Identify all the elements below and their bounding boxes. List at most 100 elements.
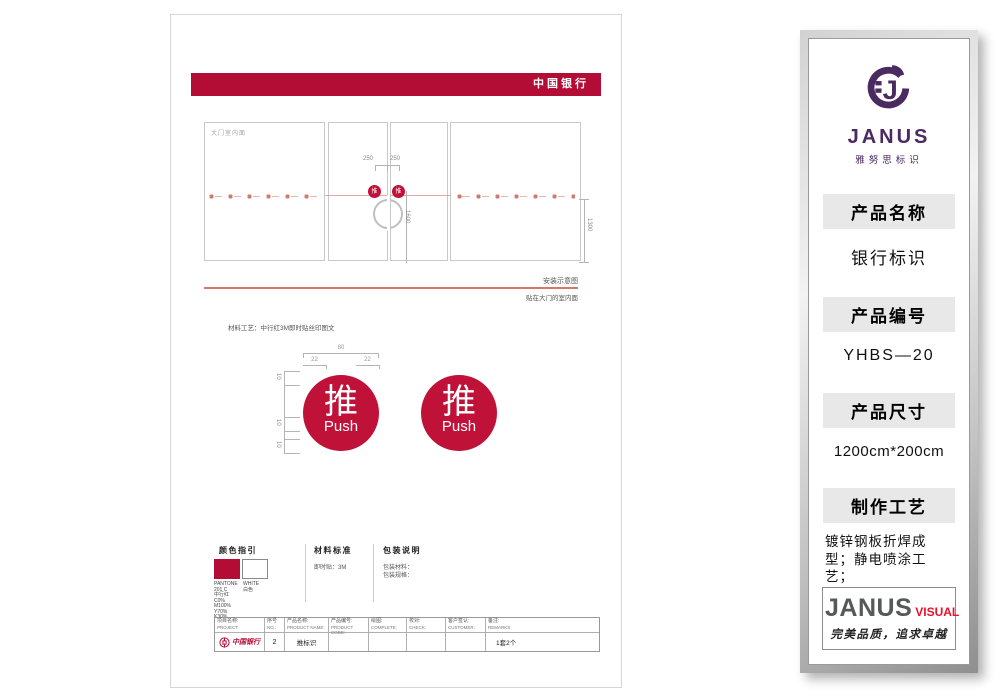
spec-divider <box>305 544 306 602</box>
dim-250-right: 250 <box>390 156 401 162</box>
dim-line <box>303 365 326 366</box>
dim-tick <box>284 453 300 454</box>
table-col-product-code: 产品编号: PRODUCT CODE: <box>329 618 369 651</box>
section-product-code: 产品编号 YHBS—20 <box>809 297 969 365</box>
table-col-remarks: 备注: REMARKS: 1套2个 <box>486 618 599 651</box>
boc-logo-icon <box>219 636 230 648</box>
table-col-check: 校对: CHECK: <box>407 618 446 651</box>
section-value: 1200cm*200cm <box>833 443 945 460</box>
dim-tick <box>579 262 589 263</box>
push-sign-marker-left: 推 <box>368 185 381 198</box>
table-col-no: 序号 NO.: 2 <box>265 618 285 651</box>
swatch-red-labels: PANTONE 201 C 中行红 C0% M100% Y70% K30% <box>214 581 238 620</box>
dim-tick <box>326 365 327 369</box>
dim-tick <box>284 431 300 432</box>
product-name-cell: 推标识 <box>296 640 317 647</box>
footer-brand: JANUS VISUAL <box>825 594 960 622</box>
push-sign-left: 推 Push <box>303 375 379 451</box>
table-col-project: 项目名称: PROJECT: 中国银行 <box>215 618 265 651</box>
section-value: 镀锌钢板折焊成型；静电喷涂工艺； <box>825 534 927 584</box>
dim-tick <box>284 439 300 440</box>
push-sign-marker-glyph: 推 <box>395 188 402 195</box>
dim-line <box>356 365 379 366</box>
bank-banner-title: 中国银行 <box>533 78 589 90</box>
svg-text:J: J <box>883 74 898 105</box>
frit-dot-line <box>457 194 575 199</box>
dim-tick <box>387 165 388 171</box>
material-process-note: 材料工艺：中行红3M即时贴丝印图文 <box>228 325 335 332</box>
dim-tick <box>284 371 300 372</box>
door-panel-left: 大门室内面 <box>204 122 325 261</box>
material-standard-title: 材料标准 <box>314 546 352 555</box>
push-glyph: 推 <box>324 382 358 422</box>
swatch-white <box>242 559 268 579</box>
diagram-caption-title: 安装示意图 <box>543 278 578 285</box>
title-block-table: 项目名称: PROJECT: 中国银行 序号 NO.: 2 <box>214 617 600 652</box>
customer-cell <box>446 633 485 651</box>
dim-tick <box>284 417 300 418</box>
dim-10: 10 <box>275 441 281 448</box>
push-sign-marker-right: 推 <box>392 185 405 198</box>
section-header: 产品编号 <box>823 297 955 332</box>
footer-slogan: 完美品质，追求卓越 <box>830 629 948 641</box>
dim-250-left: 250 <box>363 156 374 162</box>
door-gap <box>387 195 390 231</box>
push-sign-right: 推 Push <box>421 375 497 451</box>
dim-22-left: 22 <box>311 357 318 363</box>
section-value: YHBS—20 <box>843 347 935 364</box>
packing-title: 包装说明 <box>383 546 421 555</box>
section-product-name: 产品名称 银行标识 <box>809 194 969 269</box>
door-panel-right <box>450 122 581 261</box>
section-header: 产品尺寸 <box>823 393 955 428</box>
frit-dot-line <box>209 194 321 199</box>
dim-22-right: 22 <box>364 357 371 363</box>
section-value: 银行标识 <box>851 249 927 268</box>
dim-tick <box>303 353 304 358</box>
janus-brand-sub: 雅努思标识 <box>855 155 923 166</box>
swatch-boc-red <box>214 559 240 579</box>
color-guide-title: 颜色指引 <box>219 546 257 555</box>
check-cell <box>407 633 445 651</box>
dim-1300: 1300 <box>586 218 592 232</box>
product-code-cell <box>329 633 368 651</box>
dim-tick <box>375 165 376 171</box>
remarks-cell: 1套2个 <box>496 640 517 647</box>
push-glyph: 推 <box>442 382 476 422</box>
packing-body: 包装材料： 包装规格： <box>383 565 414 579</box>
janus-brand-name: JANUS <box>847 126 931 148</box>
table-col-product-name: 产品名称: PRODUCT NAME: 推标识 <box>285 618 329 651</box>
sidebar-panel: J JANUS 雅努思标识 产品名称 银行标识 产品编号 YHBS—20 产品尺… <box>808 38 970 665</box>
push-sign-marker-glyph: 推 <box>371 188 378 195</box>
bank-banner: 中国银行 <box>191 73 601 96</box>
section-process: 制作工艺 镀锌钢板折焊成型；静电喷涂工艺； <box>809 488 969 586</box>
push-label: Push <box>441 418 477 435</box>
material-standard-body: 即时贴：3M <box>314 565 347 571</box>
dim-tick <box>378 353 379 358</box>
janus-logo-icon: J <box>867 65 910 109</box>
table-col-complete: 绘图: COMPLETE: <box>369 618 407 651</box>
dim-tick <box>379 365 380 369</box>
section-product-size: 产品尺寸 1200cm*200cm <box>809 393 969 460</box>
janus-logo-block: J JANUS 雅努思标识 <box>809 39 969 166</box>
table-col-customer: 客户签认: CUSTOMER: <box>446 618 486 651</box>
dim-line <box>303 353 379 354</box>
dim-10: 10 <box>275 373 281 380</box>
spec-divider <box>373 544 374 602</box>
dim-line <box>284 371 285 453</box>
door-installation-diagram: 大门室内面 推 推 250 250 <box>204 122 581 263</box>
dim-line-1600 <box>406 191 407 263</box>
section-header: 产品名称 <box>823 194 955 229</box>
project-cell: 中国银行 <box>215 633 264 651</box>
dim-1600: 1600 <box>404 210 410 224</box>
spec-sheet-page: 中国银行 大门室内面 推 推 <box>170 14 622 688</box>
section-header: 制作工艺 <box>823 488 955 523</box>
dim-80: 80 <box>337 345 345 351</box>
push-label: Push <box>323 418 359 435</box>
project-name: 中国银行 <box>232 638 260 646</box>
dim-tick <box>399 165 400 171</box>
dim-10: 10 <box>275 419 281 426</box>
janus-visual-footer: JANUS VISUAL 完美品质，追求卓越 <box>822 587 960 650</box>
dim-tick <box>284 385 300 386</box>
door-panel-label: 大门室内面 <box>211 131 247 137</box>
